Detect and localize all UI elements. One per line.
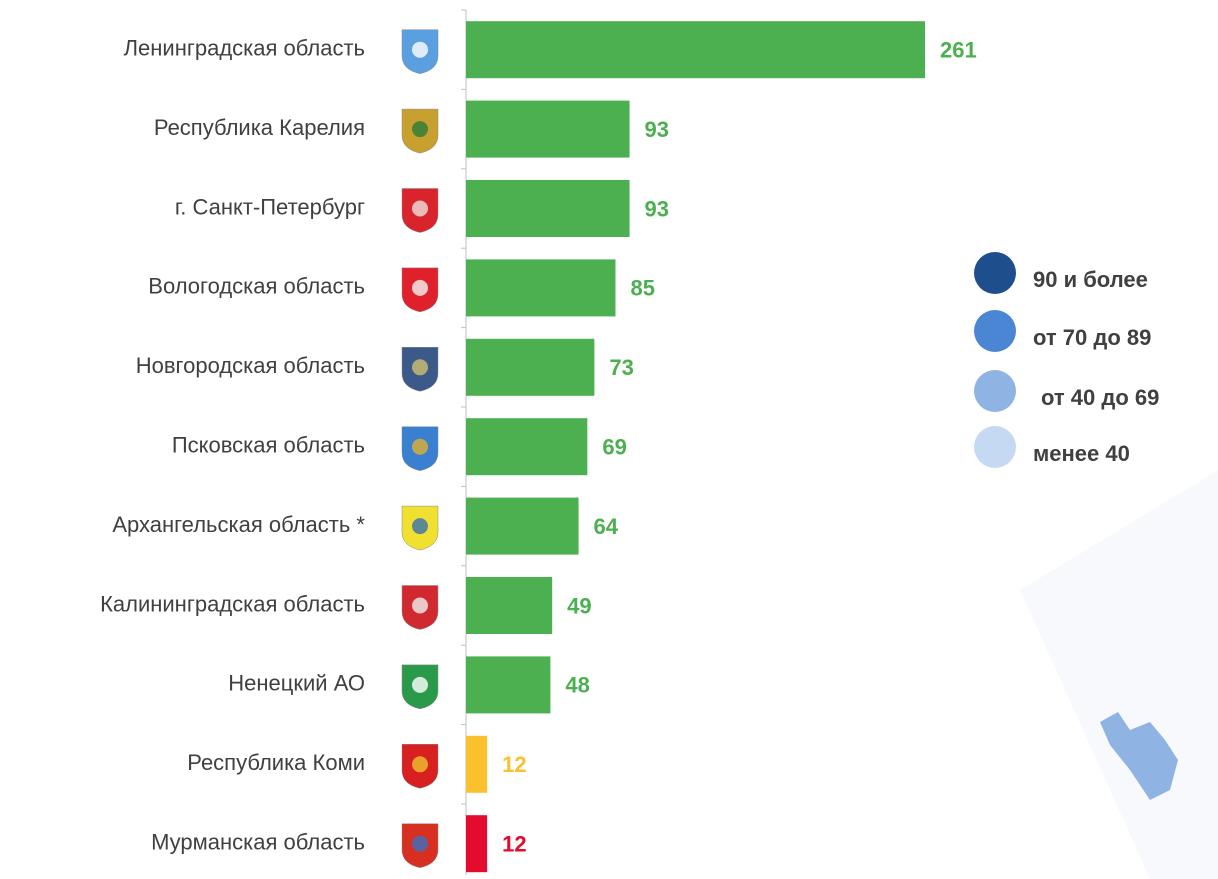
legend-label: от 40 до 69 <box>1041 385 1159 410</box>
bar <box>466 338 595 396</box>
value-label: 261 <box>940 38 977 63</box>
value-label: 48 <box>565 673 589 698</box>
bar <box>466 656 551 714</box>
emblem-detail <box>412 835 428 852</box>
category-label: Архангельская область * <box>112 512 365 537</box>
category-label: Ленинградская область <box>124 36 365 61</box>
bar <box>466 735 488 793</box>
bar <box>466 100 630 158</box>
map-shape <box>1100 712 1178 800</box>
value-label: 85 <box>630 276 654 301</box>
legend-label: от 70 до 89 <box>1033 325 1151 350</box>
bar <box>466 577 553 634</box>
category-label: Вологодская область <box>148 274 365 299</box>
emblem-detail <box>412 676 428 693</box>
bar <box>466 497 579 555</box>
value-label: 69 <box>602 435 626 460</box>
bar <box>466 418 588 476</box>
value-label: 64 <box>594 514 619 539</box>
category-label: Псковская область <box>172 433 365 458</box>
emblem-detail <box>412 41 428 58</box>
emblem-detail <box>412 121 428 138</box>
category-label: Республика Карелия <box>154 115 365 140</box>
emblem-detail <box>412 279 428 296</box>
legend-label: 90 и более <box>1033 267 1148 292</box>
category-label: Новгородская область <box>136 353 365 378</box>
value-label: 12 <box>502 832 526 857</box>
emblem-detail <box>412 359 428 376</box>
legend-swatch <box>974 252 1016 294</box>
bar <box>466 259 616 317</box>
emblem-detail <box>412 200 428 217</box>
legend-swatch <box>974 426 1016 468</box>
value-label: 93 <box>645 117 669 142</box>
category-label: Калининградская область <box>100 591 365 616</box>
background-shape <box>1020 470 1218 879</box>
bar <box>466 21 925 79</box>
category-label: г. Санкт-Петербург <box>175 194 365 219</box>
value-label: 12 <box>502 752 526 777</box>
legend-label: менее 40 <box>1033 441 1130 466</box>
value-label: 93 <box>645 196 669 221</box>
bar <box>466 815 488 873</box>
value-label: 73 <box>609 355 633 380</box>
emblem-detail <box>412 438 428 455</box>
emblem-detail <box>412 756 428 773</box>
category-label: Ненецкий АО <box>228 671 365 696</box>
emblem-detail <box>412 597 428 614</box>
legend-swatch <box>974 370 1016 412</box>
category-label: Республика Коми <box>187 750 365 775</box>
value-label: 49 <box>567 593 591 618</box>
legend-swatch <box>974 310 1016 352</box>
category-label: Мурманская область <box>151 830 365 855</box>
emblem-detail <box>412 518 428 535</box>
bar <box>466 180 630 237</box>
